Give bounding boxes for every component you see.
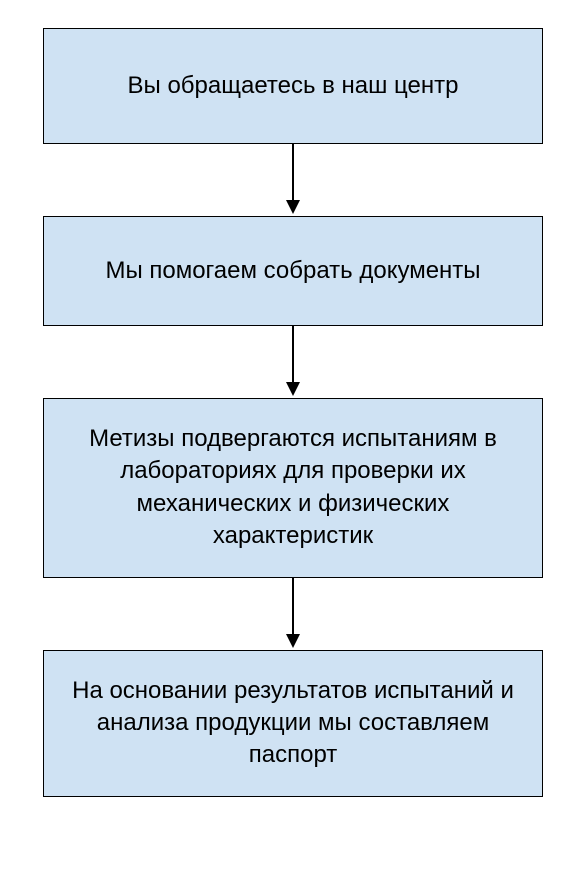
flow-step-2-label: Мы помогаем собрать документы xyxy=(105,255,480,287)
flow-arrow-2 xyxy=(283,326,303,398)
flow-step-4-label: На основании результатов испытаний и ана… xyxy=(72,675,514,772)
flow-step-1: Вы обращаетесь в наш центр xyxy=(43,28,543,144)
flow-step-4: На основании результатов испытаний и ана… xyxy=(43,650,543,797)
flow-step-3-label: Метизы подвергаются испытаниям в лаборат… xyxy=(72,423,514,553)
flow-step-1-label: Вы обращаетесь в наш центр xyxy=(128,70,459,102)
flow-arrow-3 xyxy=(283,578,303,650)
flowchart-container: Вы обращаетесь в наш центр Мы помогаем с… xyxy=(0,0,586,797)
flow-step-3: Метизы подвергаются испытаниям в лаборат… xyxy=(43,398,543,578)
flow-step-2: Мы помогаем собрать документы xyxy=(43,216,543,326)
flow-arrow-1 xyxy=(283,144,303,216)
